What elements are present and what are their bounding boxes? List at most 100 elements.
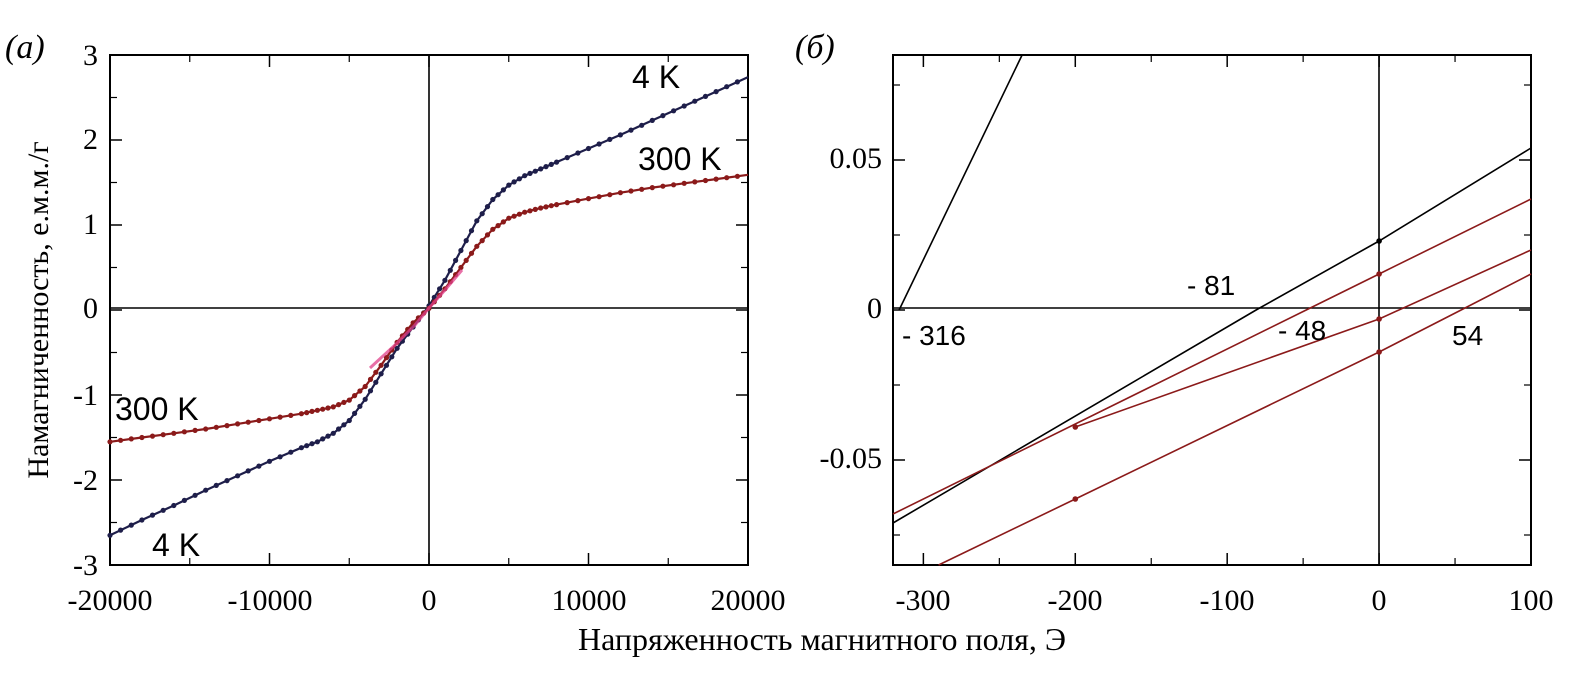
data-point bbox=[479, 211, 485, 217]
data-point bbox=[394, 345, 400, 351]
data-point bbox=[1376, 271, 1382, 277]
y-tick-label: 3 bbox=[83, 39, 98, 72]
data-point bbox=[118, 437, 124, 443]
data-point bbox=[724, 84, 730, 90]
data-point bbox=[713, 176, 719, 182]
data-point bbox=[681, 180, 687, 186]
data-point bbox=[336, 426, 342, 432]
data-point bbox=[681, 103, 687, 109]
data-point bbox=[192, 427, 198, 433]
x-tick-label: 0 bbox=[422, 584, 437, 617]
data-point bbox=[304, 443, 310, 449]
data-point bbox=[575, 150, 581, 156]
panel-b-minor-ticks bbox=[893, 55, 1532, 565]
data-point bbox=[543, 164, 549, 170]
data-point bbox=[490, 196, 496, 203]
x-tick-label: -100 bbox=[1200, 584, 1255, 617]
data-point bbox=[660, 113, 666, 119]
data-point bbox=[474, 243, 480, 249]
data-point bbox=[649, 185, 655, 191]
x-tick-label: 100 bbox=[1509, 584, 1554, 617]
y-tick-label: 1 bbox=[83, 208, 98, 241]
data-point bbox=[304, 410, 310, 416]
x-tick-label: -20000 bbox=[68, 584, 153, 617]
data-point bbox=[107, 532, 113, 538]
data-point bbox=[522, 173, 528, 179]
data-point bbox=[671, 182, 677, 188]
data-point bbox=[575, 198, 581, 204]
x-tick-label: -300 bbox=[896, 584, 951, 617]
data-point bbox=[341, 399, 347, 405]
panel-a-x-ticks: -20000 -10000 0 10000 20000 bbox=[68, 584, 786, 617]
data-point bbox=[224, 423, 230, 429]
data-point bbox=[639, 186, 645, 192]
y-tick-label: -2 bbox=[73, 464, 98, 497]
annotation-54: 54 bbox=[1452, 320, 1483, 351]
data-point bbox=[500, 187, 506, 193]
data-point bbox=[538, 205, 544, 211]
data-point bbox=[383, 355, 390, 361]
data-point bbox=[325, 405, 331, 411]
data-point bbox=[554, 159, 560, 165]
data-point bbox=[447, 267, 453, 273]
data-point bbox=[149, 433, 156, 439]
annotation-minus-81: - 81 bbox=[1187, 270, 1235, 301]
data-point bbox=[266, 458, 273, 464]
data-point bbox=[628, 188, 634, 194]
data-point bbox=[320, 436, 326, 442]
data-point bbox=[325, 433, 331, 439]
data-point bbox=[330, 430, 336, 436]
data-point bbox=[639, 122, 645, 128]
data-point bbox=[671, 108, 677, 114]
data-point bbox=[149, 512, 156, 518]
data-point bbox=[373, 379, 379, 385]
data-point bbox=[309, 408, 315, 414]
x-tick-label: 0 bbox=[1372, 584, 1387, 617]
data-point bbox=[490, 226, 496, 232]
x-tick-label: 10000 bbox=[552, 584, 627, 617]
data-point bbox=[734, 173, 741, 179]
data-point bbox=[213, 424, 219, 430]
data-point bbox=[245, 468, 251, 474]
y-tick-label: -1 bbox=[73, 379, 98, 412]
data-point bbox=[352, 410, 358, 416]
data-point bbox=[373, 369, 379, 375]
data-point bbox=[617, 132, 624, 138]
data-point bbox=[692, 179, 698, 185]
data-point bbox=[362, 396, 368, 402]
data-point bbox=[1072, 424, 1079, 430]
data-point bbox=[516, 176, 523, 182]
data-point bbox=[532, 206, 538, 212]
data-point bbox=[330, 404, 336, 410]
data-point bbox=[314, 407, 320, 413]
data-point bbox=[511, 213, 517, 219]
annotation-4k-top: 4 K bbox=[632, 59, 680, 95]
data-point bbox=[734, 79, 741, 85]
data-point bbox=[458, 264, 464, 271]
x-tick-label: 20000 bbox=[711, 584, 786, 617]
data-point bbox=[548, 203, 554, 209]
data-point bbox=[383, 362, 390, 368]
data-point bbox=[171, 430, 177, 436]
data-point bbox=[596, 194, 602, 200]
data-point bbox=[128, 436, 134, 442]
data-point bbox=[357, 388, 363, 394]
data-point bbox=[367, 376, 374, 382]
data-point bbox=[495, 192, 501, 198]
data-point bbox=[298, 445, 304, 451]
data-point bbox=[277, 454, 283, 460]
annotation-300k-right: 300 K bbox=[638, 141, 722, 177]
series-line-1 bbox=[898, 54, 1023, 311]
data-point bbox=[203, 487, 209, 493]
data-point bbox=[468, 250, 475, 256]
y-tick-label: 2 bbox=[83, 123, 98, 156]
data-point bbox=[468, 228, 475, 234]
data-point bbox=[511, 179, 517, 185]
data-point bbox=[298, 411, 304, 417]
panel-b-series bbox=[892, 54, 1532, 566]
data-point bbox=[516, 211, 523, 217]
data-point bbox=[702, 177, 709, 184]
data-point bbox=[203, 426, 209, 432]
x-tick-label: -200 bbox=[1048, 584, 1103, 617]
